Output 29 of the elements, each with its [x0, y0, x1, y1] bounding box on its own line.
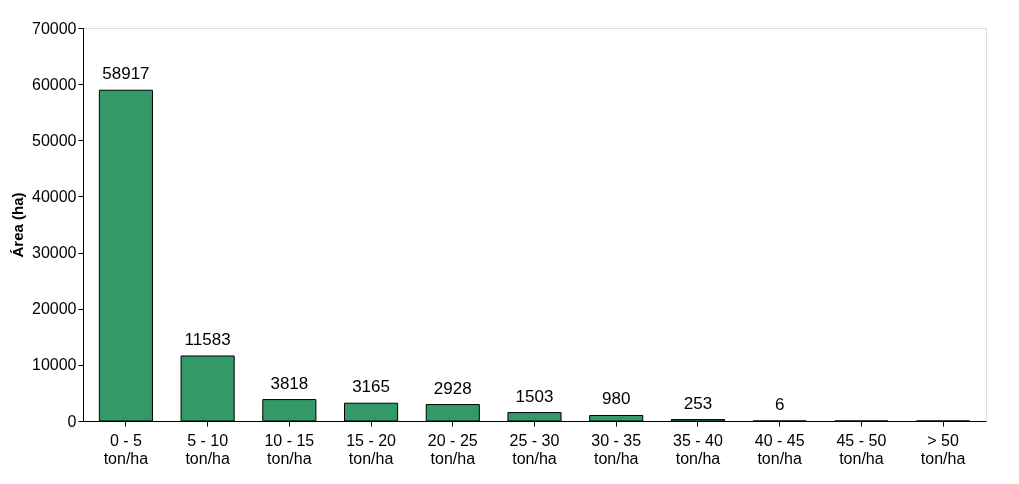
y-tick-label: 0 [67, 412, 77, 430]
data-label: 980 [602, 389, 631, 409]
x-tick-label: 30 - 35 ton/ha [591, 431, 642, 467]
data-label: 3818 [270, 373, 309, 393]
x-tick-label: 20 - 25 ton/ha [427, 431, 478, 467]
data-label: 6 [774, 394, 785, 414]
x-tick-label: 15 - 20 ton/ha [346, 431, 397, 467]
data-label: 1503 [515, 386, 554, 406]
x-tick-label: 25 - 30 ton/ha [509, 431, 560, 467]
data-label: 2928 [433, 378, 472, 398]
y-tick-label: 40000 [32, 187, 77, 205]
x-tick-label: 5 - 10 ton/ha [185, 431, 230, 467]
y-tick-label: 30000 [32, 244, 77, 262]
data-label: 11583 [184, 329, 231, 349]
x-tick-label: > 50 ton/ha [920, 431, 966, 467]
x-tick-label: 40 - 45 ton/ha [754, 431, 805, 467]
data-label: 58917 [102, 64, 150, 84]
x-tick-label: 45 - 50 ton/ha [836, 431, 887, 467]
x-tick-label: 35 - 40 ton/ha [673, 431, 723, 467]
y-tick-label: 60000 [32, 75, 77, 93]
y-axis-title: Área (ha) [9, 192, 27, 258]
data-label: 253 [683, 393, 713, 413]
x-tick-label: 0 - 5 ton/ha [103, 431, 149, 467]
y-tick-label: 70000 [32, 19, 77, 37]
x-tick-label: 10 - 15 ton/ha [264, 431, 315, 467]
y-tick-label: 50000 [32, 131, 77, 149]
y-tick-label: 10000 [32, 356, 77, 374]
data-label: 3165 [352, 377, 390, 397]
y-tick-label: 20000 [32, 300, 77, 318]
